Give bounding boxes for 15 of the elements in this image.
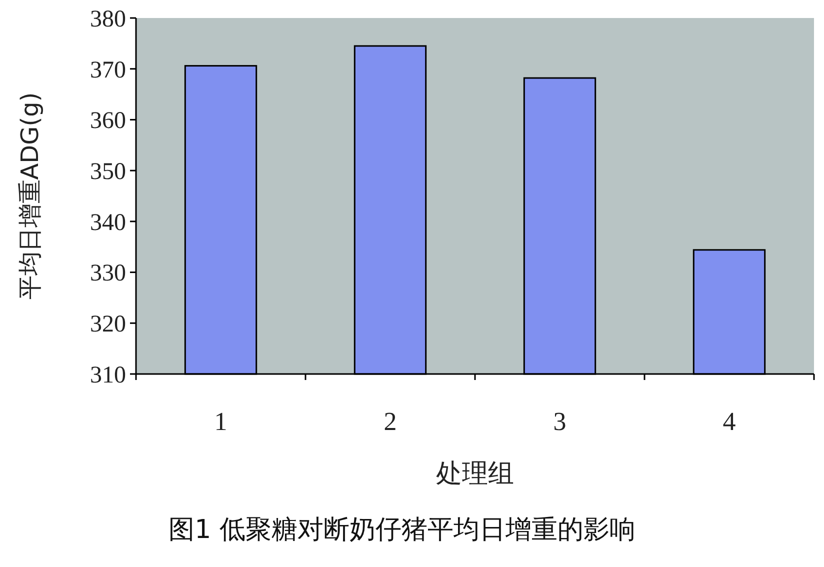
y-axis-title: 平均日增重ADG(g) xyxy=(16,92,44,300)
x-tick-label: 1 xyxy=(214,407,228,436)
y-tick-label: 350 xyxy=(90,158,126,185)
y-tick-label: 360 xyxy=(90,108,126,134)
y-tick-label: 340 xyxy=(90,210,126,236)
y-tick-label: 320 xyxy=(90,312,126,338)
x-tick-label: 3 xyxy=(553,407,566,436)
y-tick-label: 330 xyxy=(90,260,126,287)
y-tick-label: 370 xyxy=(90,57,126,84)
x-axis-title: 处理组 xyxy=(436,459,514,489)
x-tick-label: 4 xyxy=(722,407,736,436)
x-tick-label: 2 xyxy=(384,407,397,436)
y-tick-label: 380 xyxy=(90,6,126,32)
y-tick-label: 310 xyxy=(90,362,126,388)
caption: 图1 低聚糖对断奶仔猪平均日增重的影响 xyxy=(168,515,636,545)
